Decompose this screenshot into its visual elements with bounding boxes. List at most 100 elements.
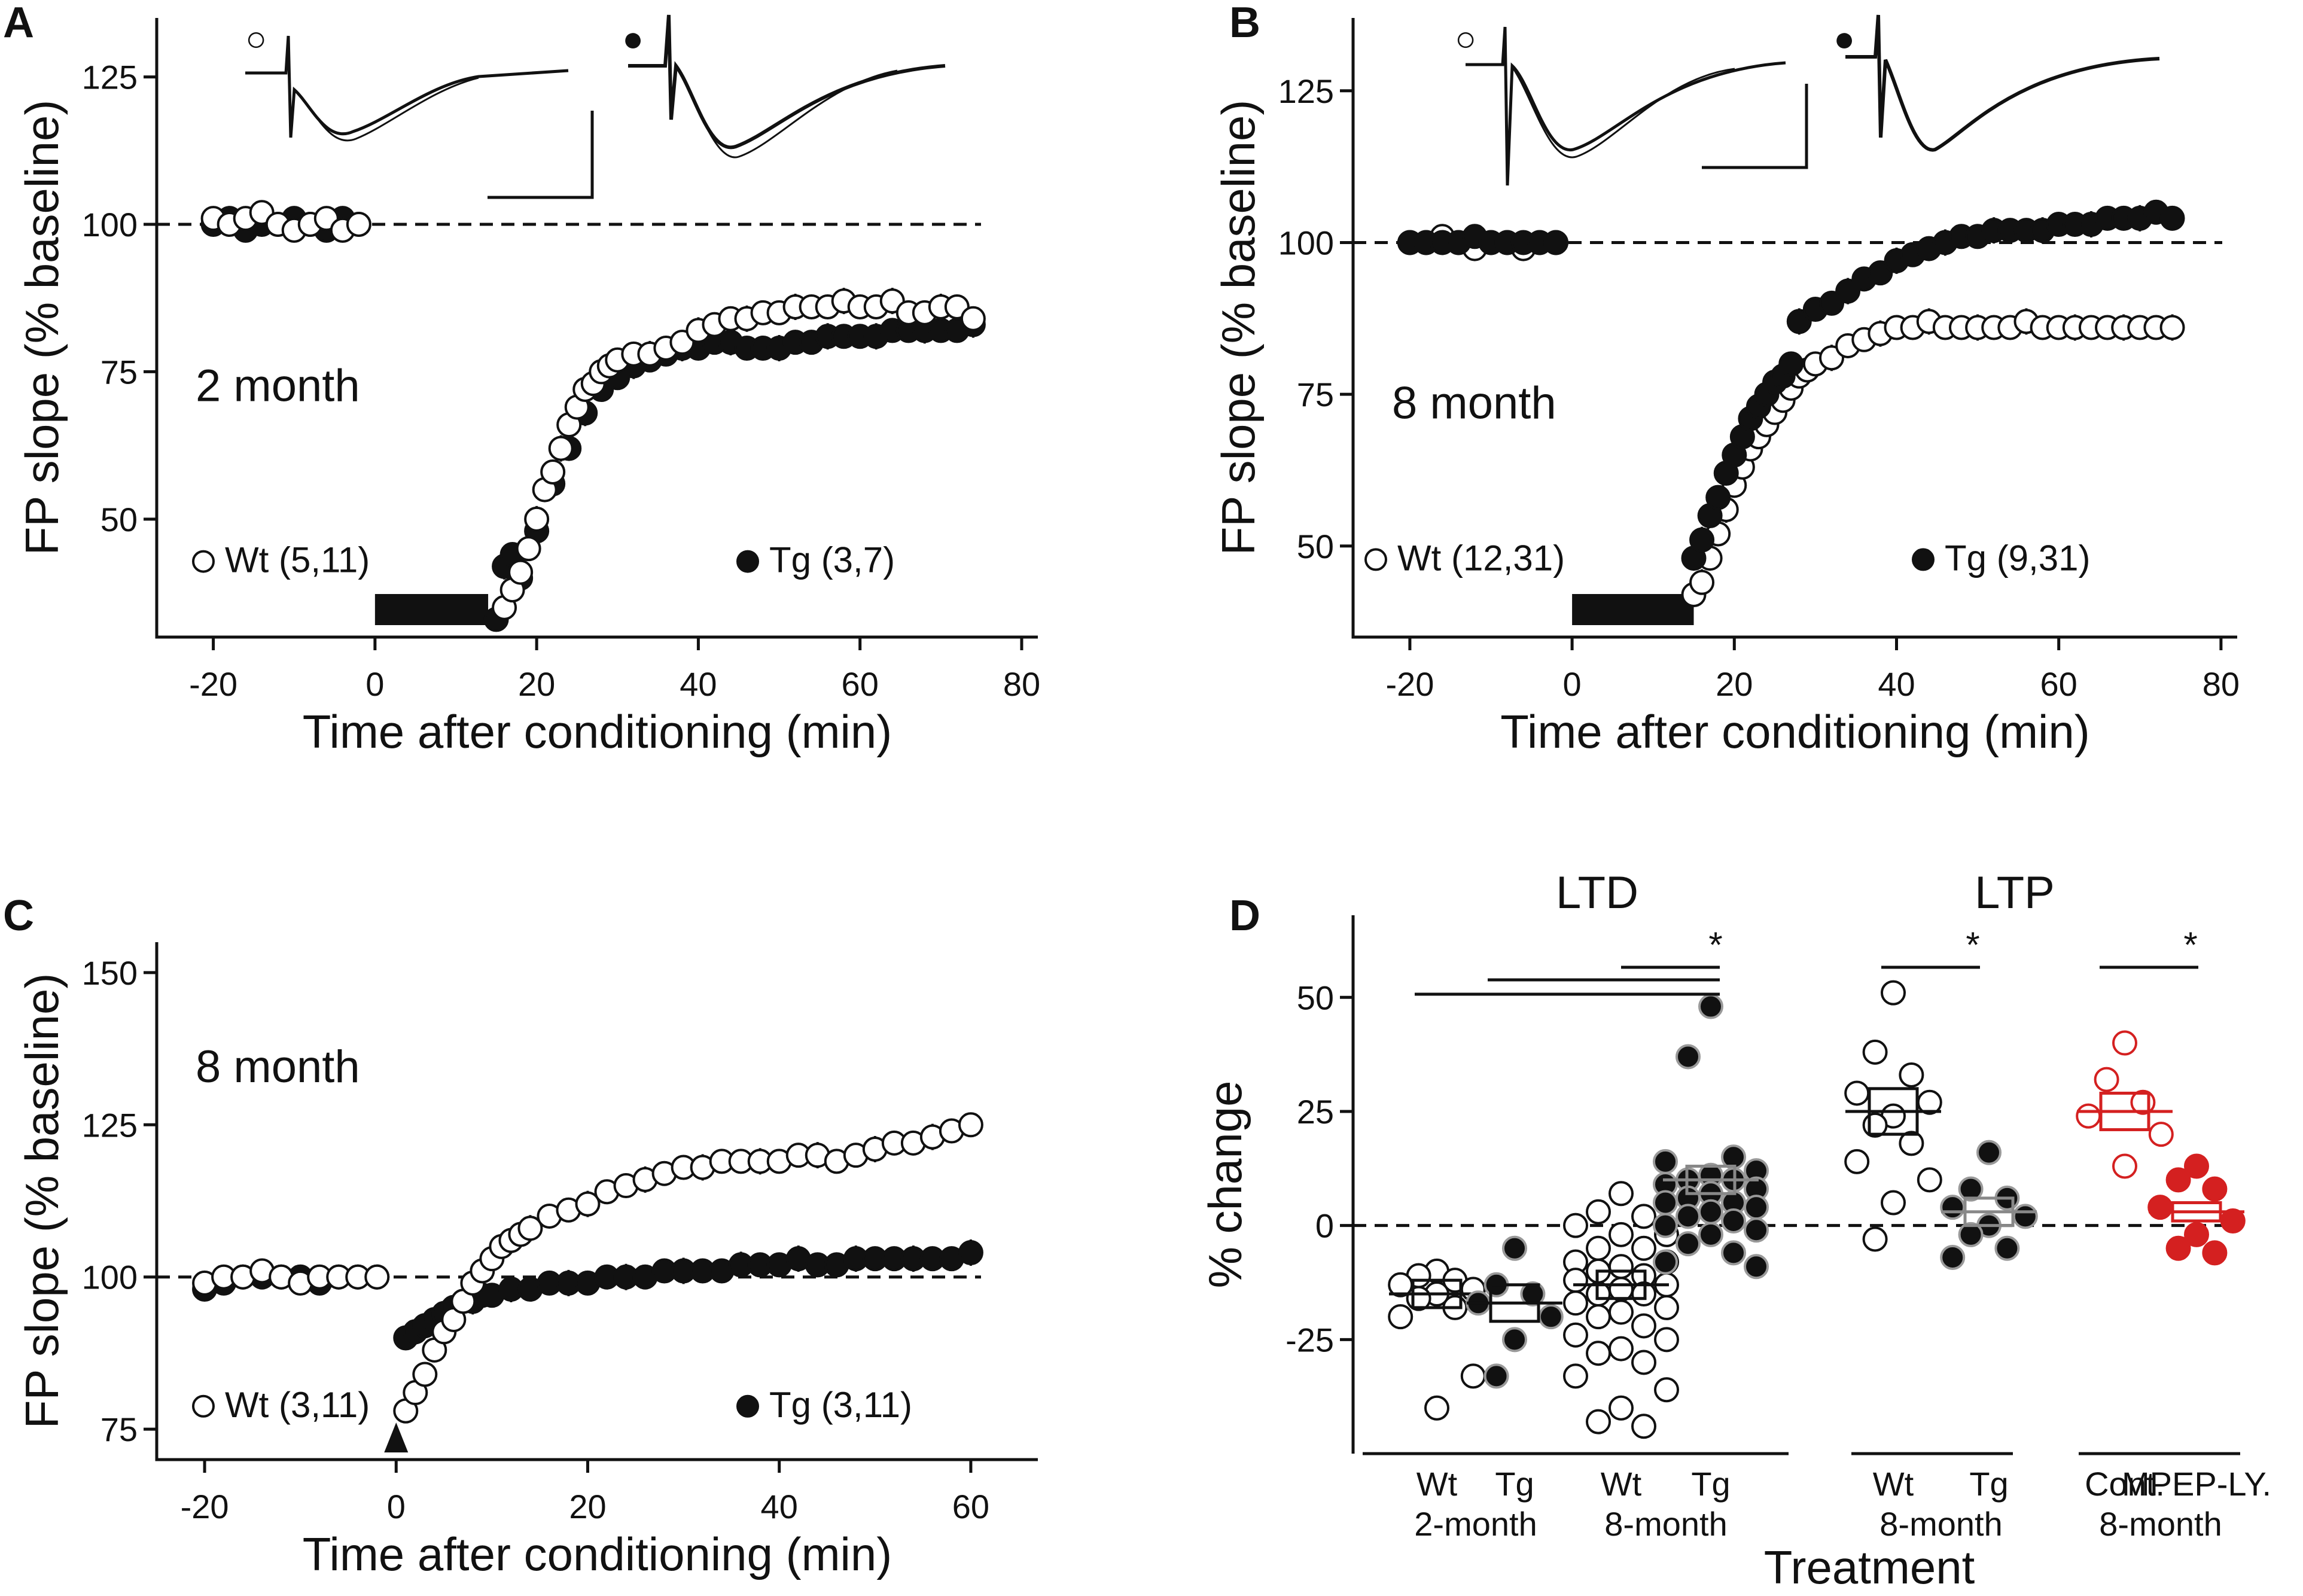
group-point: [1563, 1322, 1588, 1348]
panel-d: D -25 0 25 50 % change Wt Tg Wt Tg Wt Tg Cont.MPEP-…: [1199, 867, 2271, 1594]
y-tick-label: 125: [1278, 72, 1334, 110]
wt-point: [1689, 569, 1715, 595]
group-point: [1994, 1235, 2020, 1261]
y-tick-label: 75: [100, 353, 138, 391]
age-group-label: 8-month: [2099, 1505, 2222, 1543]
x-tick-label: 0: [1563, 665, 1582, 703]
group-point: [1844, 1080, 1870, 1106]
group-point: [2184, 1222, 2209, 1247]
legend-tg-label: Tg (3,7): [769, 540, 895, 580]
group-point: [1609, 1181, 1634, 1207]
trace-tg-symbol-b: ●: [1833, 19, 1855, 59]
group-point: [1881, 1190, 1906, 1216]
group-point: [1976, 1140, 2002, 1165]
y-axis-label: FP slope (% baseline): [16, 973, 68, 1429]
y-tick-label: -25: [1285, 1321, 1334, 1359]
group-point: [1586, 1235, 1611, 1261]
group-point: [1862, 1039, 1888, 1065]
y-tick-label: 100: [1278, 224, 1334, 261]
wt-point: [508, 559, 534, 585]
group-point: [1958, 1222, 1984, 1247]
group-point: [2148, 1122, 2174, 1147]
group-point: [2112, 1030, 2137, 1056]
group-point: [1744, 1254, 1769, 1280]
group-point: [1862, 1226, 1888, 1252]
group-point: [1586, 1304, 1611, 1330]
wt-point: [958, 1112, 983, 1138]
y-tick-label: 100: [82, 206, 138, 243]
legend-tg-label: Tg (3,11): [769, 1385, 912, 1425]
group-point: [1609, 1254, 1634, 1280]
group-point: [2012, 1204, 2038, 1229]
group-point: [1609, 1222, 1634, 1247]
group-point: [1940, 1245, 1966, 1271]
ltd-header: LTD: [1556, 867, 1638, 918]
panel-c: C -20 0 20 40 60 75 100 125 150 Time after condit…: [3, 892, 1038, 1580]
y-tick-label: 75: [1297, 376, 1334, 413]
group-label: Wt: [1601, 1465, 1642, 1503]
tg-point: [2159, 205, 2185, 231]
group-point: [2165, 1235, 2191, 1261]
group-point: [2076, 1103, 2101, 1129]
group-point: [1698, 994, 1723, 1019]
age-group-label: 8-month: [1604, 1505, 1727, 1543]
tg-point: [958, 1240, 983, 1265]
tg-point: [1778, 351, 1804, 377]
group-label: Tg: [1969, 1465, 2008, 1503]
axes: [1351, 18, 2237, 639]
x-tick-label: -20: [189, 665, 237, 703]
wt-point: [517, 1216, 543, 1241]
group-point: [2202, 1240, 2228, 1266]
x-tick-label: 40: [1878, 665, 1915, 703]
group-point: [1483, 1363, 1509, 1389]
group-point: [1460, 1363, 1486, 1389]
legend-wt-marker: [192, 1394, 215, 1418]
group-point: [1940, 1195, 1966, 1220]
legend-tg-label: Tg (9,31): [1945, 538, 2090, 578]
age-group-label: 8-month: [1879, 1505, 2002, 1543]
group-point: [1424, 1395, 1449, 1421]
x-tick-label: 0: [365, 665, 384, 703]
panel-letter-a: A: [3, 0, 34, 47]
group-point: [1653, 1149, 1678, 1174]
age-group-label: 2-month: [1414, 1505, 1537, 1543]
y-axis-label: % change: [1199, 1081, 1251, 1289]
panel-b: B ○ ● -20 0 20 40 60 80 50 75 100 125 Time after c…: [1212, 0, 2240, 758]
y-tick-label: 150: [82, 954, 138, 992]
conditioning-bar: [374, 594, 489, 625]
group-point: [1676, 1231, 1701, 1257]
x-tick-label: -20: [181, 1488, 229, 1525]
group-label: Tg: [1495, 1465, 1534, 1503]
legend-wt-marker: [1364, 548, 1387, 571]
trace-wt-8month: ○: [1455, 19, 1808, 186]
y-tick-label: 0: [1315, 1207, 1334, 1245]
y-axis-label: FP slope (% baseline): [1212, 100, 1265, 556]
group-point: [1899, 1062, 1924, 1088]
x-tick-label: 40: [761, 1488, 798, 1525]
group-point: [2094, 1067, 2119, 1092]
x-axis-label: Time after conditioning (min): [303, 1528, 892, 1580]
group-point: [2147, 1195, 2173, 1220]
group-label: Wt: [1416, 1465, 1458, 1503]
x-tick-label: 60: [952, 1488, 989, 1525]
x-tick-label: 80: [1003, 665, 1040, 703]
trace-tg-2month: ●: [622, 14, 946, 159]
wt-point: [540, 459, 566, 485]
group-point: [1698, 1222, 1723, 1247]
group-point: [1538, 1304, 1564, 1330]
trace-tg-symbol: ●: [622, 19, 644, 59]
group-point: [1563, 1363, 1588, 1389]
group-point: [1899, 1131, 1924, 1156]
axes: [155, 942, 1038, 1461]
group-point: [1744, 1217, 1769, 1243]
group-point: [1586, 1199, 1611, 1225]
tg-point: [1705, 485, 1731, 510]
x-tick-label: 40: [680, 665, 717, 703]
group-point: [2202, 1176, 2228, 1202]
conditioning-bar: [1572, 594, 1694, 625]
group-point: [1676, 1044, 1701, 1070]
age-label: 2 month: [196, 361, 360, 412]
group-label: MPEP-LY.: [2122, 1465, 2271, 1503]
legend-tg-marker: [1912, 548, 1935, 571]
wt-point: [412, 1362, 438, 1387]
